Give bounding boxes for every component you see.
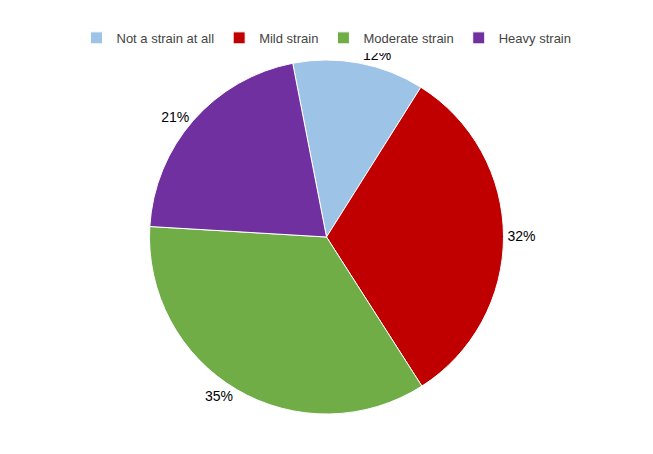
svg-text:12%: 12%	[363, 47, 392, 64]
svg-text:Moderate strain: Moderate strain	[363, 31, 453, 46]
svg-text:Not a strain at all: Not a strain at all	[117, 31, 215, 46]
svg-text:Heavy strain: Heavy strain	[499, 31, 571, 46]
svg-text:Mild strain: Mild strain	[259, 31, 318, 46]
svg-text:35%: 35%	[205, 388, 233, 404]
svg-text:32%: 32%	[507, 228, 535, 244]
svg-text:21%: 21%	[161, 109, 189, 125]
